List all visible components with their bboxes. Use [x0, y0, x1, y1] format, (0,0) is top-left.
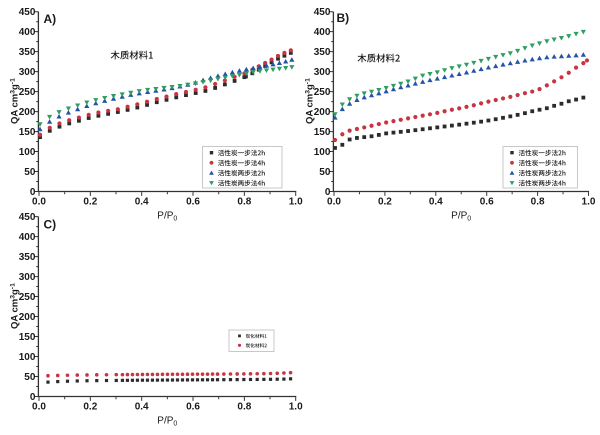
svg-text:QA cm3g-1: QA cm3g-1	[10, 283, 21, 329]
svg-text:50: 50	[319, 167, 331, 178]
svg-text:0.8: 0.8	[237, 197, 251, 208]
svg-text:0.8: 0.8	[531, 197, 545, 208]
svg-text:0.4: 0.4	[429, 197, 443, 208]
svg-text:250: 250	[314, 87, 331, 98]
svg-text:400: 400	[19, 232, 36, 243]
svg-text:QA cm3g-1: QA cm3g-1	[10, 78, 21, 124]
svg-text:300: 300	[19, 272, 36, 283]
svg-text:300: 300	[314, 67, 331, 78]
svg-text:450: 450	[314, 7, 331, 18]
svg-text:450: 450	[19, 7, 36, 18]
svg-text:A): A)	[44, 12, 57, 26]
svg-text:0.6: 0.6	[186, 402, 200, 413]
svg-text:350: 350	[19, 252, 36, 263]
svg-text:300: 300	[19, 67, 36, 78]
svg-text:P/P0: P/P0	[157, 211, 177, 223]
svg-text:B): B)	[337, 11, 350, 25]
svg-text:400: 400	[19, 27, 36, 38]
svg-text:0.0: 0.0	[327, 197, 341, 208]
svg-text:150: 150	[314, 127, 331, 138]
svg-text:150: 150	[19, 332, 36, 343]
svg-text:0.0: 0.0	[32, 197, 46, 208]
svg-text:450: 450	[19, 212, 36, 223]
svg-text:200: 200	[314, 107, 331, 118]
svg-text:100: 100	[314, 147, 331, 158]
svg-text:200: 200	[19, 107, 36, 118]
svg-text:50: 50	[24, 372, 36, 383]
svg-text:350: 350	[314, 47, 331, 58]
svg-text:P/P0: P/P0	[451, 211, 471, 223]
svg-text:1.0: 1.0	[289, 402, 303, 413]
svg-text:0: 0	[30, 187, 36, 198]
svg-text:1.0: 1.0	[289, 197, 303, 208]
svg-text:0.2: 0.2	[378, 197, 392, 208]
svg-text:150: 150	[19, 127, 36, 138]
svg-text:100: 100	[19, 352, 36, 363]
svg-text:250: 250	[19, 87, 36, 98]
svg-text:1.0: 1.0	[582, 197, 596, 208]
svg-text:0.8: 0.8	[237, 402, 251, 413]
svg-text:400: 400	[314, 27, 331, 38]
svg-text:0.2: 0.2	[83, 197, 97, 208]
svg-text:C): C)	[44, 218, 57, 232]
svg-text:50: 50	[24, 167, 36, 178]
svg-text:350: 350	[19, 47, 36, 58]
svg-text:0.4: 0.4	[135, 402, 149, 413]
svg-text:0.6: 0.6	[480, 197, 494, 208]
svg-text:0: 0	[30, 392, 36, 403]
svg-text:0.2: 0.2	[83, 402, 97, 413]
svg-text:250: 250	[19, 292, 36, 303]
svg-text:0.0: 0.0	[32, 402, 46, 413]
svg-text:0.4: 0.4	[135, 197, 149, 208]
svg-text:200: 200	[19, 312, 36, 323]
svg-text:QA cm3g-1: QA cm3g-1	[305, 78, 316, 124]
svg-text:0.6: 0.6	[186, 197, 200, 208]
svg-text:P/P0: P/P0	[157, 416, 177, 428]
svg-text:100: 100	[19, 147, 36, 158]
svg-text:0: 0	[325, 187, 331, 198]
